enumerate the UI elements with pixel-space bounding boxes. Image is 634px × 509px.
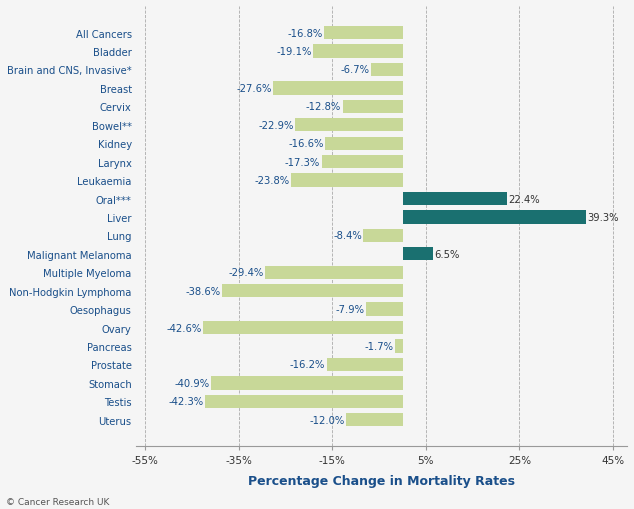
Text: -17.3%: -17.3% xyxy=(285,157,320,167)
Text: © Cancer Research UK: © Cancer Research UK xyxy=(6,497,110,506)
Bar xyxy=(371,64,403,77)
Bar xyxy=(327,358,403,372)
Bar xyxy=(295,119,403,132)
Text: -42.3%: -42.3% xyxy=(168,397,204,407)
Text: -23.8%: -23.8% xyxy=(255,176,290,186)
Bar xyxy=(346,413,403,427)
Text: -8.4%: -8.4% xyxy=(333,231,362,241)
Bar xyxy=(342,100,403,114)
Text: -1.7%: -1.7% xyxy=(364,342,393,351)
Text: -38.6%: -38.6% xyxy=(185,286,221,296)
Bar xyxy=(403,192,507,206)
Text: 6.5%: 6.5% xyxy=(434,249,460,259)
Text: -12.0%: -12.0% xyxy=(310,415,345,425)
Text: -12.8%: -12.8% xyxy=(306,102,341,112)
Text: -40.9%: -40.9% xyxy=(174,378,210,388)
Text: -16.6%: -16.6% xyxy=(288,139,323,149)
Bar xyxy=(363,229,403,243)
Text: -27.6%: -27.6% xyxy=(236,84,272,94)
Bar xyxy=(313,45,403,59)
Text: -7.9%: -7.9% xyxy=(335,304,364,315)
Bar xyxy=(211,377,403,390)
X-axis label: Percentage Change in Mortality Rates: Percentage Change in Mortality Rates xyxy=(248,474,515,487)
Bar xyxy=(204,321,403,334)
Text: -16.2%: -16.2% xyxy=(290,360,325,370)
Text: -29.4%: -29.4% xyxy=(228,268,264,278)
Text: 39.3%: 39.3% xyxy=(588,213,619,222)
Bar xyxy=(291,174,403,187)
Text: 22.4%: 22.4% xyxy=(508,194,540,204)
Bar xyxy=(265,266,403,279)
Bar xyxy=(222,285,403,298)
Bar xyxy=(403,248,433,261)
Bar xyxy=(321,156,403,169)
Bar xyxy=(205,395,403,408)
Bar xyxy=(325,137,403,151)
Text: -22.9%: -22.9% xyxy=(259,121,294,130)
Text: -6.7%: -6.7% xyxy=(340,65,370,75)
Text: -42.6%: -42.6% xyxy=(167,323,202,333)
Bar xyxy=(403,211,586,224)
Bar xyxy=(273,82,403,95)
Text: -19.1%: -19.1% xyxy=(276,47,312,57)
Bar xyxy=(324,27,403,40)
Text: -16.8%: -16.8% xyxy=(287,29,323,39)
Bar xyxy=(366,303,403,316)
Bar xyxy=(394,340,403,353)
